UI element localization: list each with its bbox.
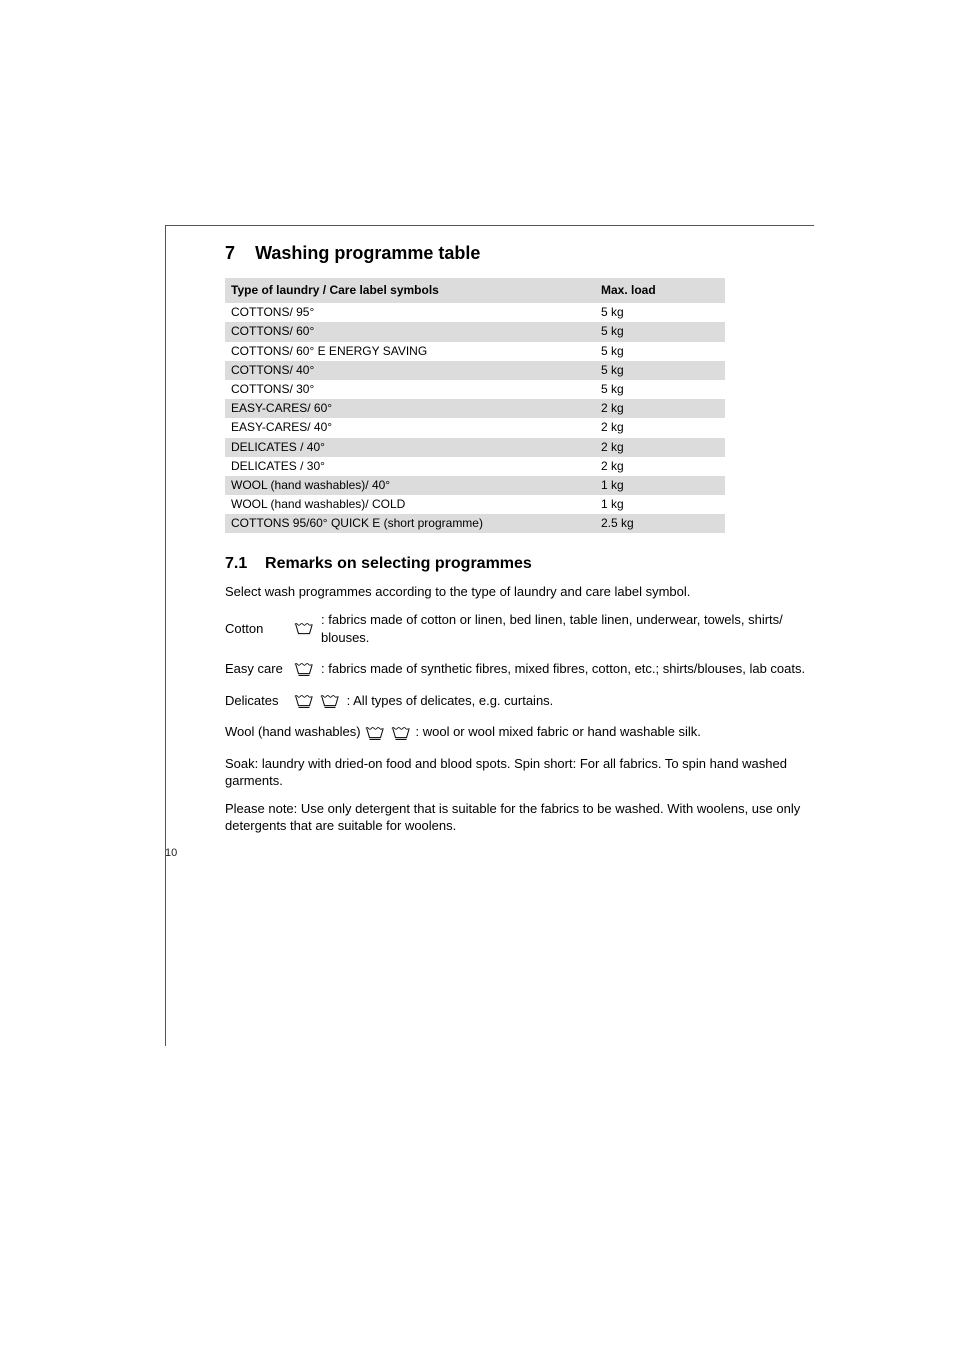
body-p7: Please note: Use only detergent that is … [225,800,814,835]
cell-load: 2 kg [595,399,725,418]
table-row: EASY-CARES/ 60° 2 kg [225,399,725,418]
line-delicates: Delicates : All types of delicates, e.g.… [225,692,814,710]
top-rule [165,225,814,226]
table-row: EASY-CARES/ 40° 2 kg [225,418,725,437]
label-cotton: Cotton [225,620,287,638]
cell-load: 2.5 kg [595,514,725,533]
cell-label: COTTONS/ 95° [225,303,595,322]
table-row: COTTONS/ 30° 5 kg [225,380,725,399]
text-wool: : wool or wool mixed fabric or hand wash… [416,724,701,739]
cell-load: 5 kg [595,322,725,341]
programme-table: Type of laundry / Care label symbols Max… [225,278,725,533]
tub-icon [293,693,315,709]
tub-icon [293,661,315,677]
body-p1: Select wash programmes according to the … [225,583,814,601]
label-easycare: Easy care [225,660,287,678]
section-title-num: 7 [225,243,235,263]
cell-load: 5 kg [595,361,725,380]
table-row: COTTONS/ 60° E ENERGY SAVING 5 kg [225,342,725,361]
cell-label: COTTONS/ 30° [225,380,595,399]
section-title-text: Washing programme table [255,243,480,263]
tub-icon [319,693,341,709]
cell-label: COTTONS/ 60° E ENERGY SAVING [225,342,595,361]
cell-load: 1 kg [595,495,725,514]
text-easycare: : fabrics made of synthetic fibres, mixe… [321,660,805,678]
table-header-row: Type of laundry / Care label symbols Max… [225,278,725,303]
subsection-title: 7.1 Remarks on selecting programmes [225,555,814,573]
cell-label: COTTONS 95/60° QUICK E (short programme) [225,514,595,533]
col-header-right: Max. load [595,278,725,303]
tub-hand-icon [390,725,412,741]
label-delicates: Delicates [225,692,287,710]
table-row: COTTONS/ 95° 5 kg [225,303,725,322]
table-row: WOOL (hand washables)/ COLD 1 kg [225,495,725,514]
page-number: 10 [165,847,814,859]
cell-load: 5 kg [595,303,725,322]
text-delicates: : All types of delicates, e.g. curtains. [347,692,554,710]
cell-label: EASY-CARES/ 40° [225,418,595,437]
table-row: WOOL (hand washables)/ 40° 1 kg [225,476,725,495]
cell-label: WOOL (hand washables)/ COLD [225,495,595,514]
cell-label: WOOL (hand washables)/ 40° [225,476,595,495]
tub-icon [364,725,386,741]
subsection-title-num: 7.1 [225,555,247,572]
tub-icon [293,621,315,637]
cell-load: 1 kg [595,476,725,495]
subsection-title-text: Remarks on selecting programmes [265,555,532,572]
body-p6: Soak: laundry with dried-on food and blo… [225,755,814,790]
cell-label: DELICATES / 30° [225,457,595,476]
table-row: DELICATES / 30° 2 kg [225,457,725,476]
cell-label: COTTONS/ 60° [225,322,595,341]
text-cotton: : fabrics made of cotton or linen, bed l… [321,611,814,646]
line-easycare: Easy care : fabrics made of synthetic fi… [225,660,814,678]
line-cotton: Cotton : fabrics made of cotton or linen… [225,611,814,646]
cell-label: DELICATES / 40° [225,438,595,457]
section-title: 7 Washing programme table [225,243,814,264]
table-row: COTTONS/ 60° 5 kg [225,322,725,341]
cell-load: 5 kg [595,380,725,399]
table-row: COTTONS 95/60° QUICK E (short programme)… [225,514,725,533]
label-wool: Wool (hand washables) [225,724,361,739]
cell-label: COTTONS/ 40° [225,361,595,380]
cell-label: EASY-CARES/ 60° [225,399,595,418]
line-wool: Wool (hand washables) : wool or wool mix… [225,723,814,741]
table-row: DELICATES / 40° 2 kg [225,438,725,457]
col-header-left: Type of laundry / Care label symbols [225,278,595,303]
cell-load: 2 kg [595,457,725,476]
left-rule [165,225,166,1046]
cell-load: 5 kg [595,342,725,361]
cell-load: 2 kg [595,418,725,437]
table-row: COTTONS/ 40° 5 kg [225,361,725,380]
cell-load: 2 kg [595,438,725,457]
